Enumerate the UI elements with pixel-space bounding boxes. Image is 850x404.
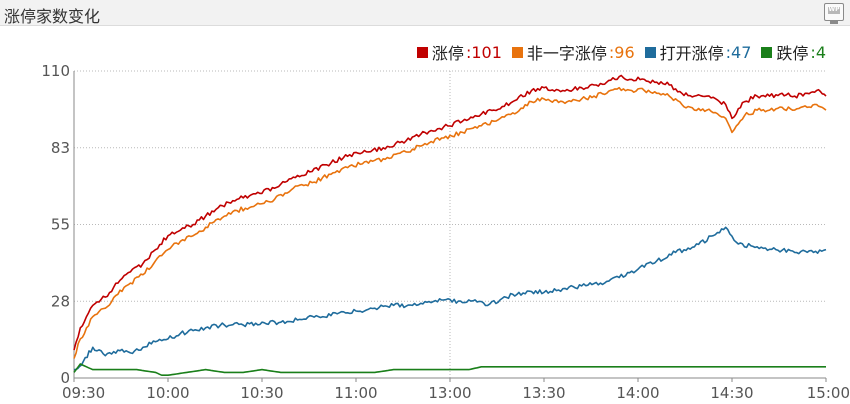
title-bar: 涨停家数变化 WP <box>0 0 850 26</box>
series-line-2 <box>73 226 827 371</box>
legend-swatch <box>761 46 773 58</box>
legend-name: 非一字涨停 <box>526 44 607 63</box>
x-tick-label: 13:30 <box>522 384 565 402</box>
legend-value: :4 <box>810 42 826 62</box>
legend-value-number: 47 <box>731 42 752 62</box>
legend-item-opened-limit-up[interactable]: 打开涨停:47 <box>644 40 752 64</box>
legend-value-number: 96 <box>614 42 635 62</box>
x-tick-label: 14:30 <box>710 384 753 402</box>
gridlines <box>74 70 826 378</box>
y-tick-label: 0 <box>60 369 70 387</box>
legend-item-non-one-word-limit-up[interactable]: 非一字涨停:96 <box>511 40 635 64</box>
tick-labels: 0 28 55 83 110 09:30 10:00 10:30 11:00 13:00 13:30… <box>41 62 850 402</box>
x-tick-label: 10:00 <box>146 384 189 402</box>
y-tick-label: 110 <box>41 62 70 80</box>
axes <box>73 71 827 382</box>
x-tick-label: 11:00 <box>334 384 377 402</box>
series-line-0 <box>73 74 827 351</box>
y-tick-label: 83 <box>51 139 70 157</box>
x-tick-label: 13:00 <box>428 384 471 402</box>
series-line-3 <box>73 363 826 377</box>
chart-title: 涨停家数变化 <box>4 7 101 26</box>
series-lines <box>73 74 827 377</box>
x-tick-label: 10:30 <box>240 384 283 402</box>
chart-legend: 涨停:101 非一字涨停:96 打开涨停:47 跌停:4 <box>416 40 826 64</box>
legend-value-number: 4 <box>815 42 826 62</box>
x-tick-label: 14:00 <box>616 384 659 402</box>
legend-name: 涨停 <box>431 44 464 63</box>
x-tick-label: 09:30 <box>62 384 105 402</box>
legend-swatch <box>644 46 656 58</box>
legend-name: 打开涨停 <box>659 44 724 63</box>
legend-value: :101 <box>465 42 502 62</box>
wp-icon-label: WP <box>828 6 840 13</box>
series-line-1 <box>73 86 827 359</box>
legend-swatch <box>511 46 523 58</box>
legend-swatch <box>416 46 428 58</box>
legend-value: :96 <box>608 42 635 62</box>
legend-item-limit-down[interactable]: 跌停:4 <box>761 40 826 64</box>
legend-item-limit-up[interactable]: 涨停:101 <box>416 40 502 64</box>
legend-value: :47 <box>725 42 752 62</box>
wp-icon[interactable]: WP <box>824 3 844 24</box>
legend-name: 跌停 <box>776 44 809 63</box>
y-tick-label: 28 <box>51 292 70 310</box>
y-tick-label: 55 <box>51 216 70 234</box>
legend-value-number: 101 <box>471 42 502 62</box>
x-tick-label: 15:00 <box>807 384 850 402</box>
